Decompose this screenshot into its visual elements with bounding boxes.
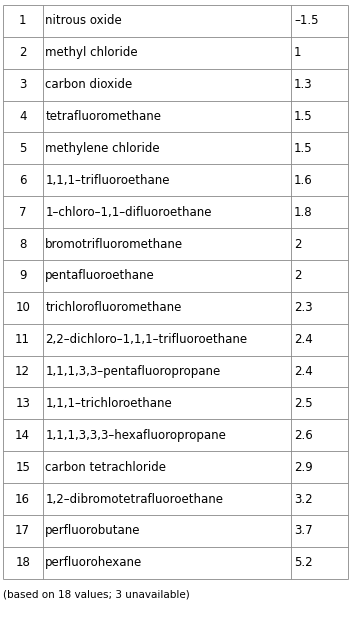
- Text: (based on 18 values; 3 unavailable): (based on 18 values; 3 unavailable): [3, 590, 190, 600]
- Text: 4: 4: [19, 110, 26, 123]
- Text: 2,2–dichloro–1,1,1–trifluoroethane: 2,2–dichloro–1,1,1–trifluoroethane: [45, 333, 247, 346]
- Text: 1.5: 1.5: [294, 110, 313, 123]
- Text: 11: 11: [15, 333, 30, 346]
- Text: 6: 6: [19, 174, 26, 187]
- Text: methylene chloride: methylene chloride: [45, 142, 160, 155]
- Text: 2: 2: [294, 238, 302, 251]
- Text: 1,1,1–trichloroethane: 1,1,1–trichloroethane: [45, 397, 172, 410]
- Text: carbon dioxide: carbon dioxide: [45, 78, 133, 91]
- Text: 1,1,1–trifluoroethane: 1,1,1–trifluoroethane: [45, 174, 170, 187]
- Text: 7: 7: [19, 206, 26, 219]
- Text: –1.5: –1.5: [294, 14, 318, 27]
- Text: 2.6: 2.6: [294, 429, 313, 442]
- Text: 1–chloro–1,1–difluoroethane: 1–chloro–1,1–difluoroethane: [45, 206, 212, 219]
- Text: 18: 18: [15, 556, 30, 569]
- Text: 16: 16: [15, 493, 30, 506]
- Text: 8: 8: [19, 238, 26, 251]
- Text: 1: 1: [19, 14, 26, 27]
- Text: pentafluoroethane: pentafluoroethane: [45, 269, 155, 282]
- Text: 5: 5: [19, 142, 26, 155]
- Text: 2.4: 2.4: [294, 333, 313, 346]
- Text: 2.9: 2.9: [294, 461, 313, 474]
- Text: 3.7: 3.7: [294, 524, 313, 537]
- Text: 15: 15: [15, 461, 30, 474]
- Text: tetrafluoromethane: tetrafluoromethane: [45, 110, 161, 123]
- Text: 2: 2: [294, 269, 302, 282]
- Text: 9: 9: [19, 269, 26, 282]
- Text: 3.2: 3.2: [294, 493, 313, 506]
- Text: perfluorobutane: perfluorobutane: [45, 524, 141, 537]
- Text: 13: 13: [15, 397, 30, 410]
- Text: 1,1,1,3,3,3–hexafluoropropane: 1,1,1,3,3,3–hexafluoropropane: [45, 429, 226, 442]
- Text: 14: 14: [15, 429, 30, 442]
- Text: perfluorohexane: perfluorohexane: [45, 556, 143, 569]
- Text: 1,1,1,3,3–pentafluoropropane: 1,1,1,3,3–pentafluoropropane: [45, 365, 220, 378]
- Text: 1,2–dibromotetrafluoroethane: 1,2–dibromotetrafluoroethane: [45, 493, 223, 506]
- Text: carbon tetrachloride: carbon tetrachloride: [45, 461, 166, 474]
- Text: 5.2: 5.2: [294, 556, 313, 569]
- Text: 10: 10: [15, 301, 30, 314]
- Text: 2.3: 2.3: [294, 301, 313, 314]
- Text: 2.4: 2.4: [294, 365, 313, 378]
- Text: 1.6: 1.6: [294, 174, 313, 187]
- Text: 1.3: 1.3: [294, 78, 313, 91]
- Text: 2: 2: [19, 46, 26, 59]
- Text: 2.5: 2.5: [294, 397, 313, 410]
- Text: trichlorofluoromethane: trichlorofluoromethane: [45, 301, 182, 314]
- Text: methyl chloride: methyl chloride: [45, 46, 138, 59]
- Text: 1.5: 1.5: [294, 142, 313, 155]
- Text: 1.8: 1.8: [294, 206, 313, 219]
- Text: bromotrifluoromethane: bromotrifluoromethane: [45, 238, 184, 251]
- Text: 12: 12: [15, 365, 30, 378]
- Text: nitrous oxide: nitrous oxide: [45, 14, 122, 27]
- Text: 3: 3: [19, 78, 26, 91]
- Text: 17: 17: [15, 524, 30, 537]
- Text: 1: 1: [294, 46, 302, 59]
